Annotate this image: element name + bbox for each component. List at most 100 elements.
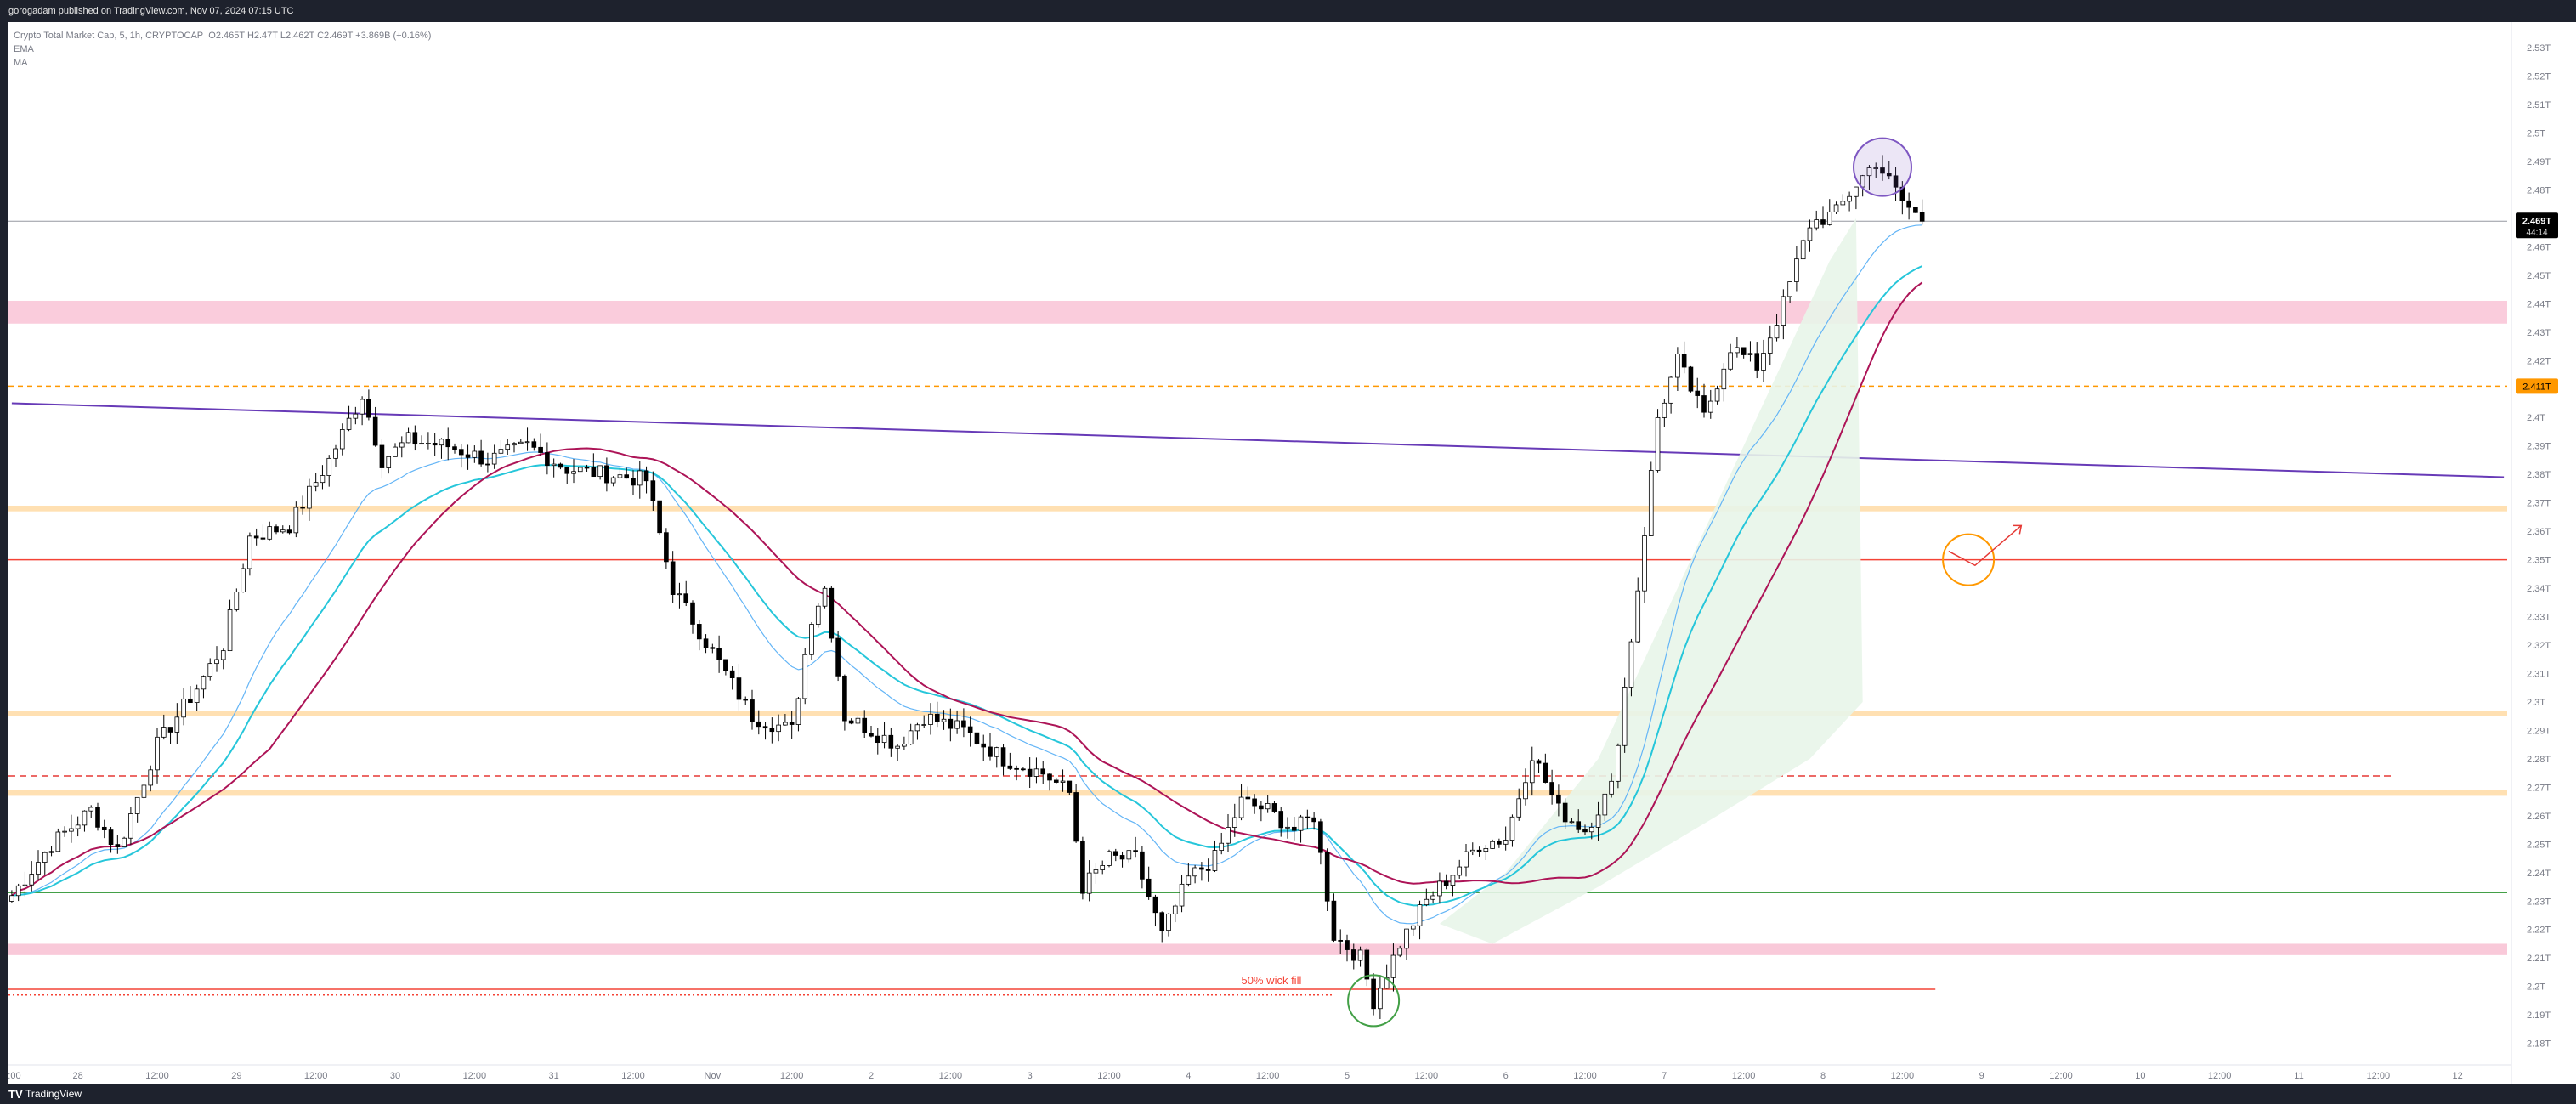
candle-up xyxy=(134,796,140,814)
candle-up xyxy=(1873,167,1879,169)
candle-up xyxy=(1437,880,1442,897)
candle-up xyxy=(1866,167,1872,177)
legend-ma[interactable]: MA xyxy=(14,58,28,68)
chart-area[interactable]: 50% wick fill 2.53T 2.52T 2.51T 2.5T 2.49T 2.… xyxy=(8,22,2576,1084)
last-price-label: 2.469T xyxy=(2522,216,2552,226)
time-tick-label: 12:00 xyxy=(1415,1071,1439,1081)
candle-up xyxy=(1212,850,1218,871)
candle-down xyxy=(1741,347,1747,355)
price-tick-label: 2.42T xyxy=(2527,356,2551,366)
candle-up xyxy=(1490,841,1495,849)
candle-up xyxy=(148,769,154,786)
candle-up xyxy=(1588,827,1594,833)
price-tick-label: 2.33T xyxy=(2527,613,2551,623)
time-tick-label: 31 xyxy=(549,1071,559,1081)
candle-up xyxy=(551,463,557,467)
candle-down xyxy=(1556,794,1561,804)
candle-up xyxy=(1635,590,1641,643)
price-tick-label: 2.37T xyxy=(2527,499,2551,509)
candle-down xyxy=(1119,855,1125,860)
time-tick-label: 12:00 xyxy=(2208,1071,2232,1081)
candle-up xyxy=(1503,840,1509,845)
candle-up xyxy=(822,587,828,607)
candle-up xyxy=(1464,851,1469,868)
price-chart[interactable]: 50% wick fill 2.53T2.52T2.51T2.5T2.49T2.… xyxy=(8,22,2576,1084)
legend-ema[interactable]: EMA xyxy=(14,44,34,54)
price-tick-label: 2.49T xyxy=(2527,157,2551,167)
time-tick-label: 4 xyxy=(1186,1071,1191,1081)
time-tick-label: 12:00 xyxy=(621,1071,645,1081)
price-tick-label: 2.5T xyxy=(2527,129,2545,139)
candle-up xyxy=(1298,816,1304,831)
cloud-layer xyxy=(1439,218,1863,944)
candle-up xyxy=(1523,782,1528,800)
candle-down xyxy=(432,443,438,446)
candle-up xyxy=(597,465,603,478)
candle-up xyxy=(677,593,682,596)
candle-down xyxy=(101,826,107,830)
candle-down xyxy=(723,659,728,671)
candle-up xyxy=(895,745,900,749)
candle-up xyxy=(1238,796,1244,818)
price-tick-label: 2.35T xyxy=(2527,556,2551,566)
candle-up xyxy=(1166,913,1171,931)
price-tick-label: 2.27T xyxy=(2527,783,2551,793)
candle-down xyxy=(1350,949,1356,961)
candle-down xyxy=(260,537,266,540)
candle-down xyxy=(1318,821,1323,853)
time-tick-label: 8 xyxy=(1820,1071,1826,1081)
candle-down xyxy=(1906,200,1911,208)
candle-up xyxy=(1774,325,1780,339)
candle-up xyxy=(181,698,186,718)
arrowhead-icon xyxy=(2013,524,2023,535)
candle-down xyxy=(1688,366,1694,392)
candle-up xyxy=(293,507,299,534)
candle-up xyxy=(802,654,808,699)
candle-down xyxy=(934,713,940,722)
candle-down xyxy=(445,439,451,448)
axes-layer: 2.53T 2.52T 2.51T 2.5T 2.49T 2.48T 2.46T 2.45T 2… xyxy=(8,22,2558,1084)
candle-up xyxy=(921,724,927,726)
candle-down xyxy=(835,637,841,677)
candle-up xyxy=(122,837,127,847)
candle-up xyxy=(1404,928,1409,949)
candle-up xyxy=(42,852,48,863)
price-tick-label: 2.31T xyxy=(2527,669,2551,679)
candle-up xyxy=(902,744,907,747)
candle-down xyxy=(743,699,749,701)
candle-up xyxy=(1728,352,1733,370)
candle-up xyxy=(88,807,94,812)
candle-down xyxy=(736,677,742,700)
candle-up xyxy=(307,485,312,509)
candle-down xyxy=(664,532,669,563)
price-tick-label: 2.53T xyxy=(2527,43,2551,54)
time-tick-label: 7 xyxy=(1662,1071,1667,1081)
candle-up xyxy=(280,529,286,533)
candle-down xyxy=(1000,747,1006,767)
candle-up xyxy=(914,724,920,732)
candle-up xyxy=(577,467,583,473)
time-tick-label: 2:00 xyxy=(8,1071,21,1081)
legend-symbol: Crypto Total Market Cap, 5, 1h, CRYPTOCA… xyxy=(14,29,431,42)
legend-ohlc: O2.465T H2.47T L2.462T C2.469T +3.869B (… xyxy=(208,31,432,41)
candle-down xyxy=(1364,949,1370,980)
candle-up xyxy=(1529,760,1535,784)
candle-down xyxy=(1919,212,1925,222)
candle-up xyxy=(353,413,359,419)
candle-down xyxy=(274,526,279,533)
demand-zone-3 xyxy=(8,790,2507,796)
candle-up xyxy=(346,417,352,430)
candle-up xyxy=(1648,470,1654,536)
candle-down xyxy=(485,463,490,466)
candle-down xyxy=(1695,390,1701,396)
candle-down xyxy=(750,699,755,722)
time-tick-label: 12:00 xyxy=(2367,1071,2391,1081)
candle-down xyxy=(650,480,656,501)
candle-down xyxy=(1133,850,1138,852)
candle-down xyxy=(1014,767,1019,770)
candle-down xyxy=(631,478,636,486)
candle-up xyxy=(524,441,530,444)
time-tick-label: 12:00 xyxy=(2049,1071,2073,1081)
candle-up xyxy=(267,526,273,540)
candle-down xyxy=(95,807,100,828)
